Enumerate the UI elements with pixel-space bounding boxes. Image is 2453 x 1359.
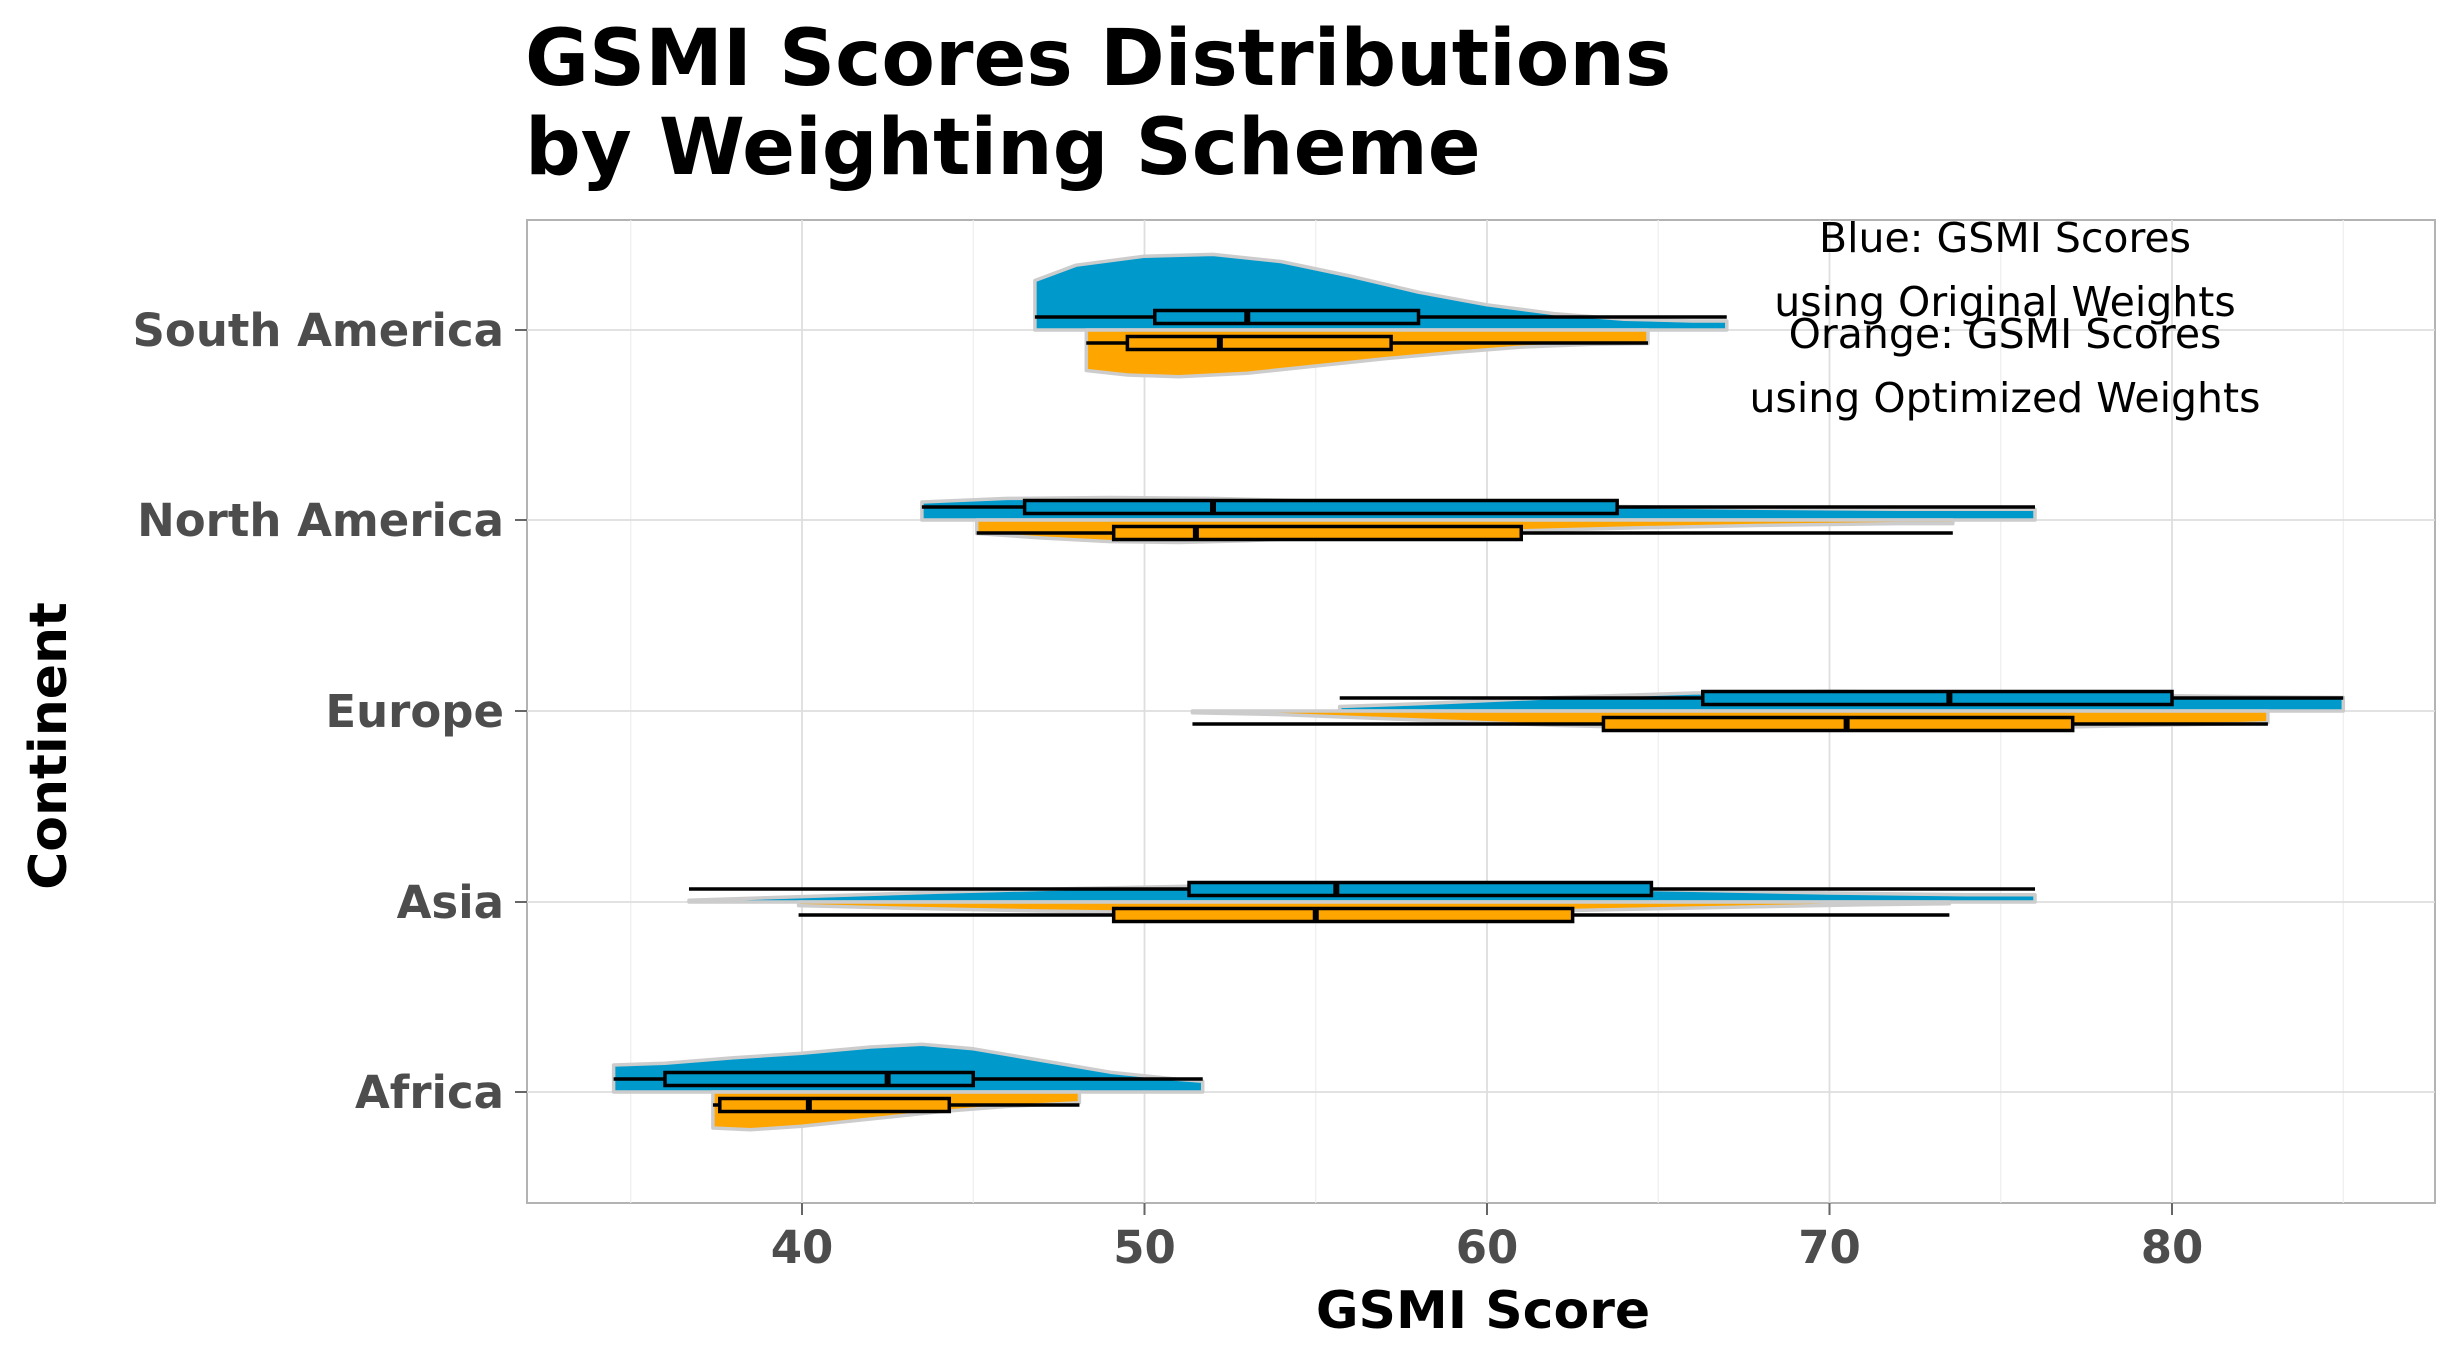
x-tick-label: 80 [2141, 1221, 2204, 1274]
y-axis-title: Continent [19, 602, 79, 890]
box-iqr [1153, 308, 1421, 326]
y-tick-label: Europe [325, 685, 504, 738]
chart-title-line-1: GSMI Scores Distributions [525, 14, 1671, 104]
legend-annotations: Blue: GSMI Scores using Original WeightsO… [1750, 214, 2261, 422]
box-iqr [663, 1070, 975, 1088]
chart-title-line-2: by Weighting Scheme [525, 103, 1481, 193]
annotation-text: using Optimized Weights [1750, 374, 2261, 422]
box-iqr [1111, 906, 1575, 924]
y-tick-label: Africa [355, 1066, 504, 1119]
box-iqr [1125, 334, 1393, 352]
box-iqr [1701, 689, 2174, 707]
y-tick-label: Asia [397, 876, 504, 929]
box-iqr [1601, 715, 2075, 733]
x-tick-label: 50 [1113, 1221, 1176, 1274]
x-axis-title: GSMI Score [1316, 1281, 1650, 1341]
x-tick-label: 60 [1456, 1221, 1519, 1274]
y-tick-label: South America [133, 304, 504, 357]
box-iqr [1022, 498, 1619, 516]
annotation-text: using Original Weights [1774, 278, 2235, 326]
plot-area: 40 50 60 70 80 South America North America Euro… [133, 219, 2436, 1274]
y-tick-label: North America [137, 494, 504, 547]
box-iqr [1187, 880, 1654, 898]
annotation-text: Blue: GSMI Scores [1819, 214, 2191, 262]
box-iqr [1111, 524, 1524, 542]
x-tick-label: 40 [771, 1221, 834, 1274]
annotation-text: Orange: GSMI Scores [1789, 310, 2222, 358]
x-tick-label: 70 [1798, 1221, 1861, 1274]
box-iqr [718, 1096, 952, 1114]
